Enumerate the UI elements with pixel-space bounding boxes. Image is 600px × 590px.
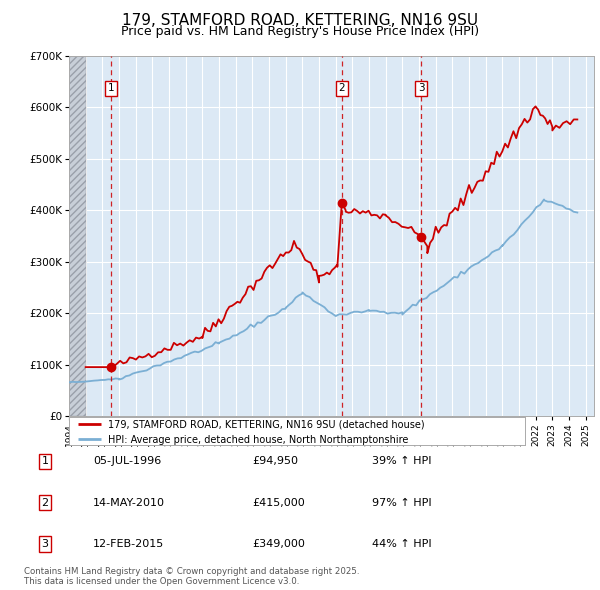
Text: £415,000: £415,000 — [252, 498, 305, 507]
Text: 179, STAMFORD ROAD, KETTERING, NN16 9SU (detached house): 179, STAMFORD ROAD, KETTERING, NN16 9SU … — [108, 419, 424, 430]
Text: Contains HM Land Registry data © Crown copyright and database right 2025.
This d: Contains HM Land Registry data © Crown c… — [24, 567, 359, 586]
Text: 97% ↑ HPI: 97% ↑ HPI — [372, 498, 431, 507]
Text: 3: 3 — [41, 539, 49, 549]
Text: 3: 3 — [418, 83, 424, 93]
Text: 44% ↑ HPI: 44% ↑ HPI — [372, 539, 431, 549]
Text: 39% ↑ HPI: 39% ↑ HPI — [372, 457, 431, 466]
Text: 1: 1 — [41, 457, 49, 466]
Text: 05-JUL-1996: 05-JUL-1996 — [93, 457, 161, 466]
Text: £94,950: £94,950 — [252, 457, 298, 466]
Text: HPI: Average price, detached house, North Northamptonshire: HPI: Average price, detached house, Nort… — [108, 435, 408, 445]
Text: 2: 2 — [41, 498, 49, 507]
Text: 2: 2 — [338, 83, 345, 93]
Text: Price paid vs. HM Land Registry's House Price Index (HPI): Price paid vs. HM Land Registry's House … — [121, 25, 479, 38]
Text: £349,000: £349,000 — [252, 539, 305, 549]
Text: 14-MAY-2010: 14-MAY-2010 — [93, 498, 165, 507]
Text: 179, STAMFORD ROAD, KETTERING, NN16 9SU: 179, STAMFORD ROAD, KETTERING, NN16 9SU — [122, 13, 478, 28]
Text: 12-FEB-2015: 12-FEB-2015 — [93, 539, 164, 549]
Text: 1: 1 — [107, 83, 114, 93]
